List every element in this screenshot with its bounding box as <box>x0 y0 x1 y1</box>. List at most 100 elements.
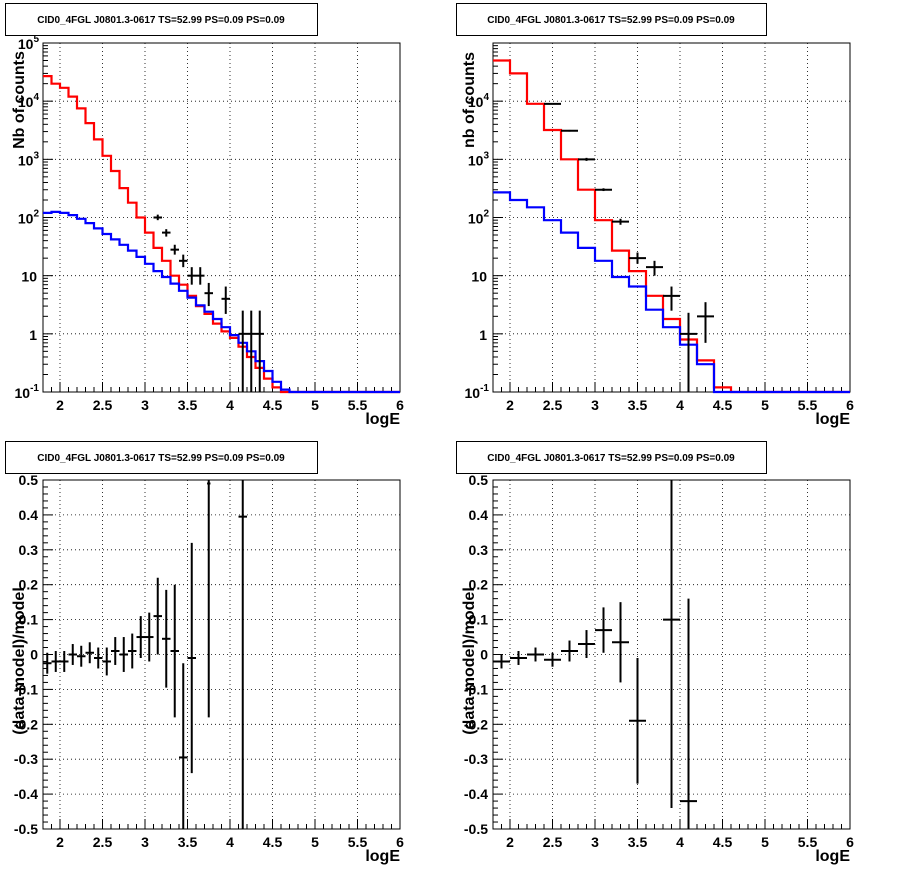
data-point <box>179 254 188 268</box>
data-point <box>680 312 697 392</box>
y-tick-label: -0.2 <box>464 716 488 732</box>
x-tick-label: 4 <box>676 397 684 413</box>
x-tick-label: 4 <box>676 834 684 850</box>
data-point <box>128 633 137 669</box>
y-tick-label: 0 <box>30 647 38 663</box>
y-tick-label: 0.3 <box>19 542 39 558</box>
x-tick-label: 2 <box>56 397 64 413</box>
y-tick-label: 0.5 <box>19 472 39 488</box>
x-tick-label: 2.5 <box>93 397 113 413</box>
x-tick-label: 2 <box>56 834 64 850</box>
data-point <box>544 102 561 105</box>
x-axis-label: logE <box>815 411 850 428</box>
data-point <box>697 302 714 343</box>
data-point <box>561 129 578 132</box>
y-tick-label: 0.2 <box>469 577 489 593</box>
x-axis-ticks <box>42 819 401 829</box>
y-axis-label: nb of counts <box>461 52 478 148</box>
x-tick-label: 3.5 <box>628 834 648 850</box>
data-point <box>247 310 256 392</box>
data-point <box>196 267 205 285</box>
data-point <box>561 640 578 662</box>
y-tick-label: 0 <box>480 647 488 663</box>
y-tick-label: 102 <box>468 209 490 227</box>
chart-title: CID0_4FGL J0801.3-0617 TS=52.99 PS=0.09 … <box>37 15 285 26</box>
x-tick-label: 5.5 <box>798 397 818 413</box>
data-point <box>145 612 154 662</box>
x-tick-label: 3.5 <box>628 397 648 413</box>
x-axis-ticks <box>42 382 401 392</box>
y-tick-label: 1 <box>29 327 37 343</box>
data-point <box>238 310 247 392</box>
x-axis-ticks <box>492 819 851 829</box>
x-tick-label: 3 <box>591 397 599 413</box>
chart-panel-4: CID0_4FGL J0801.3-0617 TS=52.99 PS=0.09 … <box>456 441 854 865</box>
chart-panel-3: CID0_4FGL J0801.3-0617 TS=52.99 PS=0.09 … <box>5 441 404 865</box>
data-point <box>238 480 247 829</box>
x-tick-label: 2 <box>506 397 514 413</box>
data-point <box>68 644 77 665</box>
y-tick-label: 102 <box>18 209 40 227</box>
plot-frame <box>42 42 401 393</box>
x-tick-label: 2.5 <box>543 834 563 850</box>
data-point <box>207 480 211 718</box>
x-tick-label: 4 <box>226 834 234 850</box>
x-tick-label: 3 <box>141 397 149 413</box>
y-tick-label: -0.3 <box>14 751 38 767</box>
data-point <box>578 157 595 161</box>
x-tick-label: 5 <box>311 397 319 413</box>
y-axis-label: (data-model)/model <box>461 587 478 735</box>
plot-frame <box>492 42 851 393</box>
y-tick-label: -0.1 <box>14 681 38 697</box>
title-box <box>456 3 767 36</box>
data-point <box>663 480 680 809</box>
data-point <box>510 651 527 665</box>
data-point <box>595 607 612 653</box>
data-point <box>162 589 171 688</box>
y-tick-label: 10 <box>21 269 37 285</box>
data-point <box>43 652 52 674</box>
data-point <box>60 651 69 672</box>
title-box <box>5 441 318 474</box>
y-tick-label: 0.1 <box>469 612 489 628</box>
data-point <box>204 282 213 307</box>
data-point <box>527 647 544 662</box>
data-point <box>544 652 561 667</box>
x-tick-label: 6 <box>846 397 854 413</box>
x-tick-label: 6 <box>396 834 404 850</box>
grid-lines <box>43 43 401 392</box>
x-tick-label: 4.5 <box>713 834 733 850</box>
data-points <box>493 480 697 829</box>
chart-title: CID0_4FGL J0801.3-0617 TS=52.99 PS=0.09 … <box>487 15 735 26</box>
chart-title: CID0_4FGL J0801.3-0617 TS=52.99 PS=0.09 … <box>487 453 735 464</box>
y-tick-label: -0.5 <box>464 821 488 837</box>
data-point <box>51 651 60 672</box>
x-tick-label: 5.5 <box>348 397 368 413</box>
data-point <box>187 267 196 285</box>
y-tick-label: 1 <box>479 327 487 343</box>
data-point <box>94 647 103 669</box>
x-tick-label: 4 <box>226 397 234 413</box>
data-point <box>255 310 264 392</box>
x-tick-label: 2 <box>506 834 514 850</box>
x-tick-label: 5 <box>761 834 769 850</box>
y-tick-label: -0.4 <box>464 786 488 802</box>
y-tick-label: -0.1 <box>464 681 488 697</box>
y-axis-ticks <box>493 42 503 393</box>
y-tick-label: 10-1 <box>465 383 490 401</box>
x-tick-label: 2.5 <box>543 397 563 413</box>
data-point <box>170 584 179 718</box>
data-point <box>170 244 179 255</box>
grid-lines <box>493 43 851 392</box>
data-point <box>119 637 128 672</box>
y-tick-label: -0.4 <box>14 786 38 802</box>
y-tick-label: -0.2 <box>14 716 38 732</box>
data-point <box>85 642 94 664</box>
y-tick-label: 10 <box>471 269 487 285</box>
plot-frame <box>42 479 401 830</box>
data-points <box>43 480 247 829</box>
data-point <box>136 616 145 658</box>
chart-panel-2: CID0_4FGL J0801.3-0617 TS=52.99 PS=0.09 … <box>456 3 854 428</box>
x-tick-label: 5.5 <box>348 834 368 850</box>
x-tick-label: 5 <box>311 834 319 850</box>
